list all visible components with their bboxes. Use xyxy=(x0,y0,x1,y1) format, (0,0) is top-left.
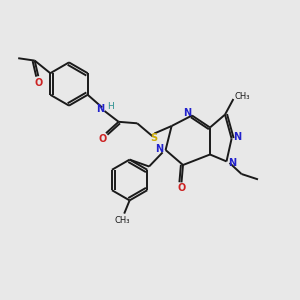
Text: S: S xyxy=(150,133,157,143)
Text: N: N xyxy=(97,104,105,114)
Text: N: N xyxy=(228,158,236,168)
Text: CH₃: CH₃ xyxy=(114,216,130,225)
Text: CH₃: CH₃ xyxy=(234,92,250,100)
Text: O: O xyxy=(99,134,107,144)
Text: N: N xyxy=(233,132,241,142)
Text: N: N xyxy=(155,144,164,154)
Text: N: N xyxy=(183,107,191,118)
Text: H: H xyxy=(107,102,114,111)
Text: O: O xyxy=(177,183,186,194)
Text: O: O xyxy=(34,78,42,88)
